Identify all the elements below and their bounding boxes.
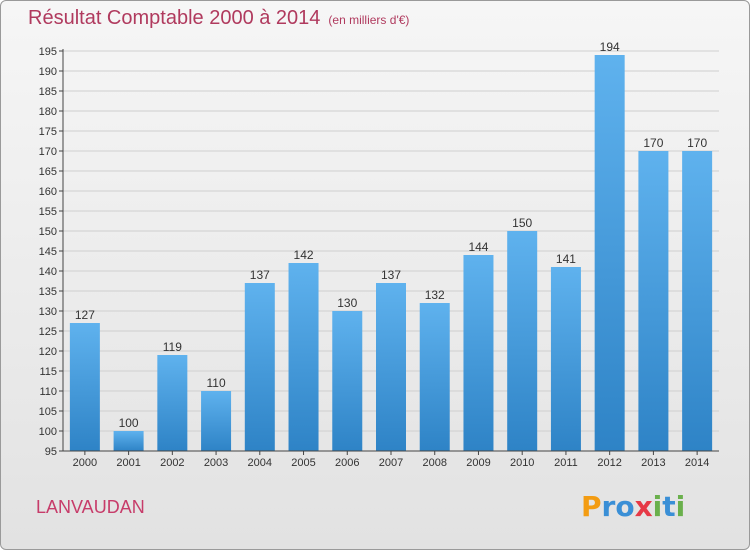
bars: 127 100 119 110 137 142 130 137 132 144 150 141 194 1… (69, 40, 713, 451)
bar (550, 267, 581, 451)
bar-value-label: 127 (75, 308, 95, 322)
y-tick-label: 95 (45, 446, 57, 458)
x-tick-label: 2014 (685, 457, 709, 469)
x-tick-label: 2011 (554, 457, 578, 469)
axes: 95 100 105 110 115 120 125 130 135 140 145 150 155 16… (39, 46, 719, 469)
y-tick-label: 145 (39, 246, 57, 258)
y-tick-label: 165 (39, 166, 57, 178)
logo-letter: i (675, 490, 686, 523)
bar (376, 283, 406, 451)
bar (157, 355, 188, 451)
y-tick-label: 130 (39, 306, 57, 318)
logo-letter: r (601, 490, 616, 523)
bar (594, 55, 625, 451)
bar-value-label: 170 (687, 136, 707, 150)
y-tick-label: 185 (39, 86, 57, 98)
logo-letter: P (581, 490, 602, 523)
y-tick-label: 175 (39, 126, 57, 138)
bar (69, 323, 100, 451)
chart-title-text: Résultat Comptable 2000 à 2014 (28, 7, 321, 29)
logo-letter: t (662, 490, 676, 523)
y-tick-label: 195 (39, 46, 57, 58)
bar (244, 283, 275, 451)
bar-value-label: 137 (381, 268, 401, 282)
logo-letter: i (652, 490, 663, 523)
y-tick-label: 190 (39, 66, 57, 78)
bar-value-label: 150 (512, 216, 532, 230)
x-tick-label: 2007 (379, 457, 403, 469)
bar-value-label: 132 (425, 288, 445, 302)
bar (332, 311, 363, 451)
y-tick-label: 170 (39, 146, 57, 158)
bar-value-label: 137 (250, 268, 270, 282)
bar (288, 263, 319, 451)
x-tick-label: 2004 (248, 457, 272, 469)
y-tick-label: 125 (39, 326, 57, 338)
y-tick-label: 160 (39, 186, 57, 198)
y-tick-label: 110 (39, 386, 57, 398)
bar (463, 255, 494, 451)
bar (419, 303, 450, 451)
bar-value-label: 119 (163, 340, 182, 354)
proxiti-logo: Proxiti (581, 490, 685, 523)
y-tick-label: 150 (39, 226, 57, 238)
chart-subtitle: (en milliers d'€) (328, 13, 410, 27)
y-tick-label: 105 (39, 406, 57, 418)
x-tick-label: 2005 (291, 457, 315, 469)
x-tick-label: 2012 (597, 457, 621, 469)
y-tick-label: 120 (39, 346, 57, 358)
x-tick-label: 2000 (73, 457, 97, 469)
x-tick-label: 2001 (116, 457, 140, 469)
bar-value-label: 194 (600, 40, 620, 54)
bar (201, 391, 232, 451)
x-tick-label: 2010 (510, 457, 534, 469)
x-tick-label: 2008 (422, 457, 446, 469)
y-tick-label: 100 (39, 426, 57, 438)
bar-value-label: 100 (119, 416, 139, 430)
y-tick-label: 115 (39, 366, 57, 378)
y-tick-label: 140 (39, 266, 57, 278)
y-tick-label: 135 (39, 286, 57, 298)
bar-value-label: 144 (468, 240, 488, 254)
bar-value-label: 170 (643, 136, 663, 150)
bar-value-label: 110 (206, 376, 225, 390)
x-tick-label: 2009 (466, 457, 490, 469)
bar (682, 151, 713, 451)
logo-letter: x (634, 490, 653, 523)
chart-title: Résultat Comptable 2000 à 2014 (en millie… (28, 7, 409, 30)
x-tick-label: 2002 (160, 457, 184, 469)
bar (638, 151, 669, 451)
bar (507, 231, 538, 451)
y-tick-label: 180 (39, 106, 57, 118)
x-tick-label: 2013 (641, 457, 665, 469)
bar-value-label: 142 (294, 248, 314, 262)
x-tick-label: 2006 (335, 457, 359, 469)
bar (113, 431, 144, 451)
y-tick-label: 155 (39, 206, 57, 218)
location-label: LANVAUDAN (36, 497, 145, 517)
x-tick-label: 2003 (204, 457, 228, 469)
bar-value-label: 130 (337, 296, 357, 310)
bar-value-label: 141 (556, 252, 576, 266)
logo-letter: o (615, 490, 635, 523)
